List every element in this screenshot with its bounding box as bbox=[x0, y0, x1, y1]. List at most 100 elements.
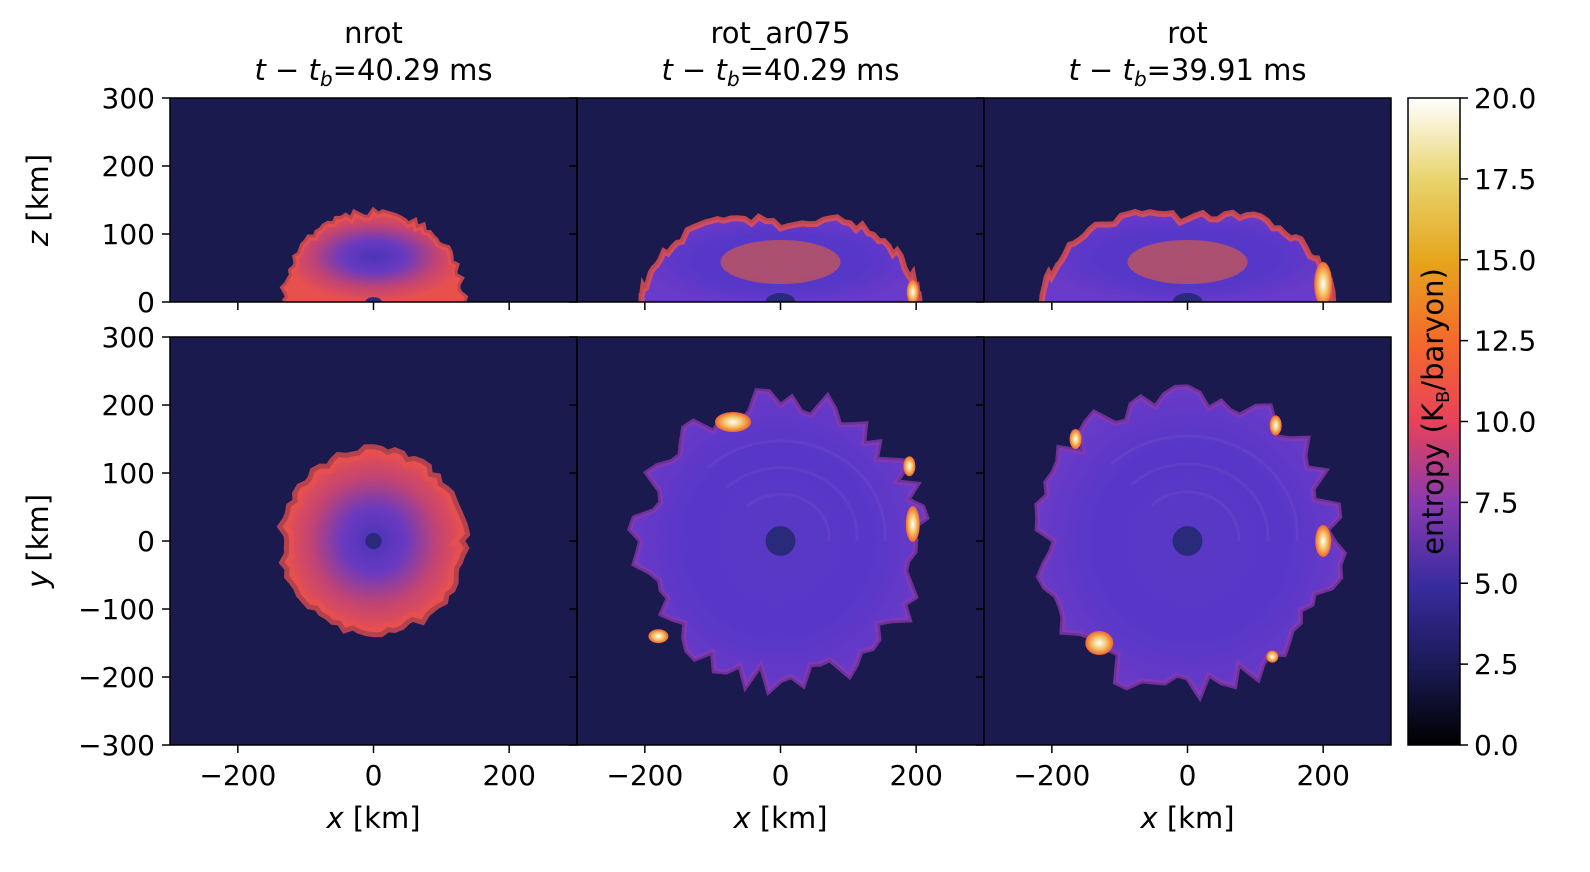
hot-spot-top-rot bbox=[1314, 262, 1333, 302]
protoneutron-star-top-nrot bbox=[365, 297, 382, 302]
hot-spot-bottom-rot_ar075 bbox=[715, 412, 752, 432]
xtick-label: 0 bbox=[1179, 759, 1197, 792]
meridional-slice-nrot bbox=[279, 206, 469, 302]
hot-spot-bottom-rot_ar075 bbox=[903, 456, 916, 477]
colorbar-tick-label: 15.0 bbox=[1474, 244, 1536, 277]
panel-nrot bbox=[169, 97, 578, 746]
shocked-region-top-nrot bbox=[283, 211, 465, 302]
ytick-label-bottom: 0 bbox=[137, 525, 155, 558]
panel-rot bbox=[983, 97, 1392, 746]
equatorial-slice-rot_ar075 bbox=[627, 388, 930, 697]
y-axis-label-top: z [km] bbox=[21, 154, 55, 247]
ytick-label-bottom: 300 bbox=[102, 321, 155, 354]
x-axis-label: x [km] bbox=[732, 801, 827, 835]
x-axis-label: x [km] bbox=[325, 801, 420, 835]
time-subscript: b bbox=[1134, 67, 1147, 91]
y-axis-label-bottom-var: y bbox=[21, 570, 55, 589]
y-axis-label-top-unit: [km] bbox=[21, 154, 55, 231]
y-axis-label-top-var: z bbox=[21, 230, 55, 247]
column-time-rot_ar075: t − tb=40.29 ms bbox=[661, 53, 899, 91]
shock-front-top-rot_ar075 bbox=[638, 213, 923, 302]
shock-front-bottom-nrot bbox=[276, 444, 471, 638]
column-title-rot_ar075: rot_ar075 bbox=[711, 16, 851, 50]
x-axis-var: x bbox=[732, 801, 751, 835]
equatorial-slice-nrot bbox=[276, 444, 471, 638]
ytick-label-top: 300 bbox=[102, 82, 155, 115]
xtick-label: 0 bbox=[365, 759, 383, 792]
hot-spot-bottom-rot_ar075 bbox=[905, 506, 920, 542]
time-value: =40.29 ms bbox=[740, 53, 900, 87]
meridional-slice-rot bbox=[1038, 208, 1337, 302]
x-axis-var: x bbox=[325, 801, 344, 835]
ytick-label-bottom: −300 bbox=[78, 729, 155, 762]
colorbar-tick-label: 5.0 bbox=[1474, 567, 1519, 600]
y-axis-label-bottom-unit: [km] bbox=[21, 494, 55, 571]
colorbar-tick-label: 2.5 bbox=[1474, 648, 1519, 681]
protoneutron-star-top-rot bbox=[1172, 293, 1203, 302]
xtick-label: −200 bbox=[606, 759, 683, 792]
spiral-arm-rot_ar075 bbox=[706, 439, 887, 542]
column-time-rot: t − tb=39.91 ms bbox=[1068, 53, 1306, 91]
xtick-label: −200 bbox=[1013, 759, 1090, 792]
protoneutron-star-bottom-rot bbox=[1172, 526, 1203, 556]
column-time-nrot: t − tb=40.29 ms bbox=[254, 53, 492, 91]
xtick-label: 200 bbox=[482, 759, 535, 792]
hot-spot-bottom-rot bbox=[1266, 650, 1279, 663]
spiral-arm-rot bbox=[1150, 490, 1241, 542]
hot-spot-bottom-rot bbox=[1315, 525, 1332, 557]
colorbar-tick-label: 7.5 bbox=[1474, 486, 1519, 519]
ytick-label-bottom: 100 bbox=[102, 457, 155, 490]
colorbar-label-main: entropy (K bbox=[1416, 402, 1450, 555]
xtick-label: 200 bbox=[1296, 759, 1349, 792]
hot-plume-top-rot bbox=[1127, 240, 1248, 284]
time-subscript: b bbox=[727, 67, 740, 91]
ytick-label-bottom: −200 bbox=[78, 661, 155, 694]
time-prefix: t − t bbox=[1068, 53, 1135, 87]
ytick-label-top: 100 bbox=[102, 218, 155, 251]
shock-front-bottom-rot bbox=[1034, 384, 1348, 703]
colorbar-label-end: /baryon) bbox=[1416, 268, 1450, 390]
equatorial-slice-rot bbox=[1034, 384, 1348, 703]
column-title-rot: rot bbox=[1167, 16, 1207, 50]
hot-spot-bottom-rot bbox=[1069, 429, 1082, 449]
column-title-nrot: nrot bbox=[344, 16, 403, 50]
y-axis-label-bottom: y [km] bbox=[21, 494, 55, 589]
hot-spot-bottom-rot bbox=[1269, 415, 1282, 436]
ytick-label-top: 200 bbox=[102, 150, 155, 183]
protoneutron-star-top-rot_ar075 bbox=[765, 293, 796, 302]
colorbar-tick-label: 20.0 bbox=[1474, 82, 1536, 115]
ytick-label-top: 0 bbox=[137, 286, 155, 319]
time-prefix: t − t bbox=[254, 53, 321, 87]
x-axis-unit: [km] bbox=[751, 801, 828, 835]
time-prefix: t − t bbox=[661, 53, 728, 87]
spiral-arm-rot bbox=[1109, 434, 1299, 542]
x-axis-var: x bbox=[1139, 801, 1158, 835]
spiral-arm-rot_ar075 bbox=[745, 492, 831, 542]
meridional-slice-rot_ar075 bbox=[638, 213, 923, 302]
ytick-label-bottom: −100 bbox=[78, 593, 155, 626]
spiral-arm-rot_ar075 bbox=[725, 466, 859, 542]
colorbar-tick-label: 12.5 bbox=[1474, 325, 1536, 358]
protoneutron-star-bottom-nrot bbox=[365, 532, 382, 550]
shock-front-top-rot bbox=[1038, 208, 1337, 302]
time-subscript: b bbox=[320, 67, 333, 91]
xtick-label: −200 bbox=[199, 759, 276, 792]
ytick-label-bottom: 200 bbox=[102, 389, 155, 422]
x-axis-label: x [km] bbox=[1139, 801, 1234, 835]
hot-spot-top-rot_ar075 bbox=[906, 280, 919, 302]
panel-rot_ar075 bbox=[576, 97, 985, 746]
x-axis-unit: [km] bbox=[1158, 801, 1235, 835]
x-axis-unit: [km] bbox=[344, 801, 421, 835]
time-value: =39.91 ms bbox=[1147, 53, 1307, 87]
hot-spot-bottom-rot_ar075 bbox=[648, 629, 669, 644]
protoneutron-star-bottom-rot_ar075 bbox=[765, 526, 796, 556]
colorbar-tick-label: 0.0 bbox=[1474, 729, 1519, 762]
colorbar-label-sub: B bbox=[1433, 391, 1454, 403]
colorbar-label: entropy (KB/baryon) bbox=[1416, 268, 1454, 555]
colorbar-tick-label: 10.0 bbox=[1474, 406, 1536, 439]
hot-spot-bottom-rot bbox=[1085, 631, 1114, 655]
spiral-arm-rot bbox=[1130, 462, 1270, 542]
colorbar-tick-label: 17.5 bbox=[1474, 163, 1536, 196]
hot-plume-top-rot_ar075 bbox=[720, 240, 841, 284]
